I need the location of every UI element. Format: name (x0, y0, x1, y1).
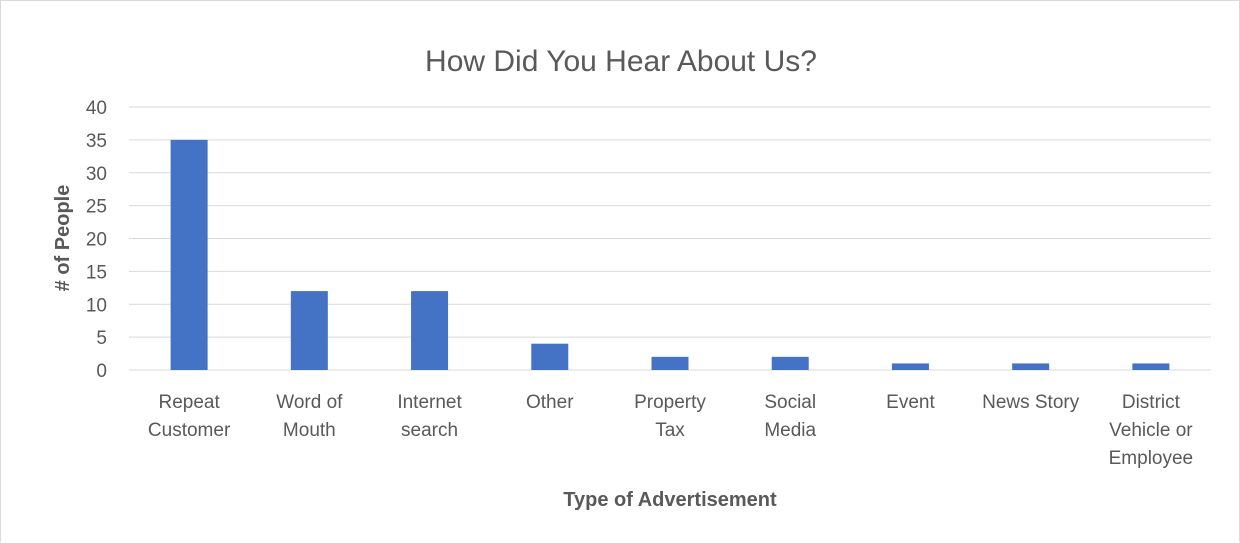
y-tick-label: 30 (86, 164, 107, 185)
x-tick-label: Word of Mouth (276, 392, 343, 441)
x-tick-label: Repeat Customer (148, 392, 231, 441)
y-tick-label: 40 (86, 98, 107, 119)
y-tick-label: 0 (96, 361, 107, 382)
x-tick-label-line: News Story (982, 392, 1080, 413)
bar (531, 343, 569, 370)
y-axis-title: # of People (52, 185, 74, 292)
bar (891, 363, 929, 370)
x-tick-label-line: Tax (655, 420, 685, 441)
x-axis-title: Type of Advertisement (563, 489, 777, 511)
x-tick-label-line: Employee (1109, 448, 1194, 469)
x-tick-label-line: Property (634, 392, 706, 413)
bar (1132, 363, 1170, 370)
x-tick-label-line: Other (526, 392, 574, 413)
x-tick-label: Internet search (397, 392, 462, 441)
x-tick-label: Property Tax (634, 392, 706, 441)
y-axis-ticks: 0 5 10 15 20 25 30 35 40 (86, 98, 107, 382)
x-tick-label-line: Social (764, 392, 816, 413)
x-tick-label: Event (886, 392, 935, 413)
chart-title: How Did You Hear About Us? (425, 45, 817, 78)
bar (771, 356, 809, 370)
x-tick-label: News Story (982, 392, 1080, 413)
bar (411, 291, 449, 370)
x-tick-label-line: Internet (397, 392, 462, 413)
bars (170, 139, 1170, 370)
bar (1012, 363, 1050, 370)
x-tick-label: Social Media (764, 392, 816, 441)
bar (651, 356, 689, 370)
x-tick-label-line: Customer (148, 420, 231, 441)
x-tick-label: District Vehicle or Employee (1109, 392, 1194, 469)
x-tick-label-line: Word of (276, 392, 343, 413)
x-tick-label-line: Mouth (283, 420, 336, 441)
x-tick-label-line: Media (764, 420, 816, 441)
x-tick-label-line: Event (886, 392, 935, 413)
bar (290, 291, 328, 370)
y-tick-label: 35 (86, 131, 107, 152)
y-tick-label: 15 (86, 262, 107, 283)
y-tick-label: 5 (96, 328, 107, 349)
x-tick-label-line: District (1122, 392, 1181, 413)
x-tick-label-line: Vehicle or (1109, 420, 1193, 441)
y-tick-label: 10 (86, 295, 107, 316)
x-tick-label: Other (526, 392, 574, 413)
y-tick-label: 20 (86, 230, 107, 251)
x-tick-label-line: Repeat (158, 392, 220, 413)
y-tick-label: 25 (86, 197, 107, 218)
bar (170, 139, 208, 370)
x-tick-label-line: search (401, 420, 458, 441)
x-axis-ticks: Repeat Customer Word of Mouth Internet search… (148, 392, 1193, 469)
